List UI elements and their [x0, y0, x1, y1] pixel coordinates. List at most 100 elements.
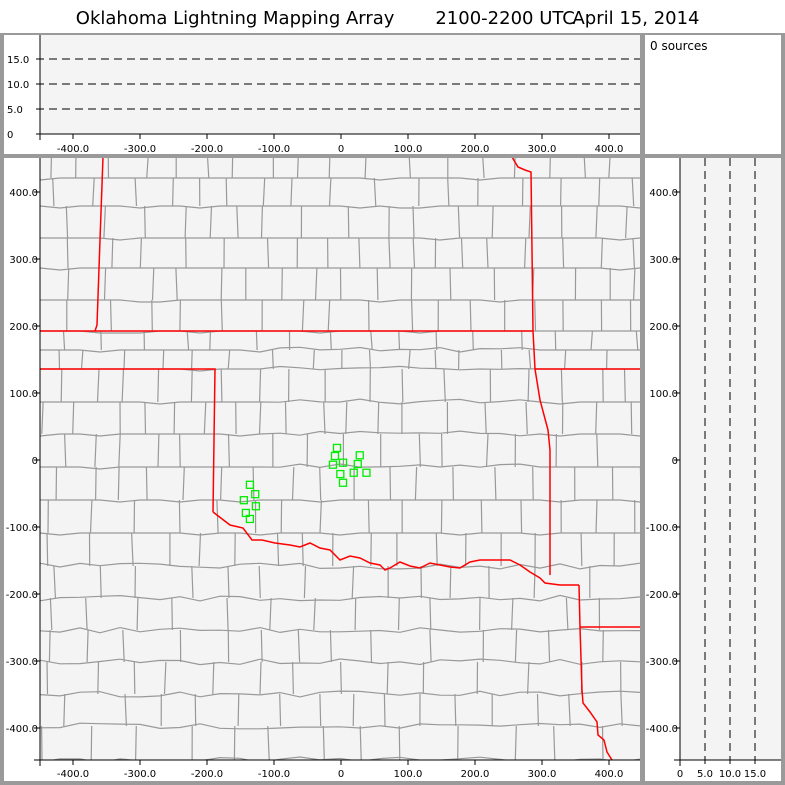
- station-marker: [332, 443, 342, 453]
- county-line: [40, 532, 640, 536]
- county-line: [97, 661, 100, 695]
- county-line: [319, 466, 322, 501]
- county-line: [547, 629, 551, 663]
- county-line: [260, 629, 263, 663]
- county-line: [179, 299, 181, 332]
- county-line: [212, 661, 215, 695]
- county-line: [596, 433, 599, 468]
- y-tick-label: 300.0: [9, 255, 38, 266]
- county-line: [96, 368, 100, 403]
- county-line: [290, 177, 293, 207]
- county-line: [398, 725, 401, 760]
- x-tick-label: 15.0: [744, 769, 766, 780]
- county-line: [568, 693, 571, 727]
- station-marker: [251, 502, 261, 511]
- county-line: [562, 237, 565, 269]
- y-tick-label: 0: [672, 456, 678, 467]
- county-line: [633, 267, 636, 301]
- county-line: [484, 401, 487, 435]
- county-line: [40, 756, 640, 760]
- county-line: [109, 299, 112, 332]
- county-line: [528, 205, 531, 239]
- county-line: [50, 158, 52, 179]
- county-line: [534, 299, 537, 332]
- county-line: [40, 430, 640, 437]
- county-line: [491, 205, 494, 239]
- county-line: [370, 330, 373, 351]
- county-line: [323, 401, 326, 435]
- county-line: [122, 629, 125, 663]
- county-line: [449, 565, 452, 599]
- county-line: [301, 532, 304, 567]
- county-line: [354, 597, 357, 631]
- station-marker: [362, 468, 371, 477]
- county-line: [595, 205, 598, 239]
- county-line: [412, 237, 416, 269]
- county-line: [259, 661, 262, 695]
- county-line: [358, 237, 361, 269]
- title-bar: [0, 0, 785, 33]
- county-line: [368, 349, 372, 370]
- county-line: [319, 693, 322, 727]
- county-line: [117, 466, 120, 501]
- x-tick-label: 0: [677, 769, 683, 780]
- county-line: [53, 565, 56, 599]
- county-line: [408, 349, 411, 370]
- county-line: [220, 267, 223, 301]
- county-line: [486, 237, 489, 269]
- station-marker: [239, 496, 249, 505]
- county-line: [62, 330, 66, 351]
- altitude-panel: 0 5.0 10.0 15.0 400.0 300.0 200.0 100.0 0 -100.0 -…: [645, 158, 781, 781]
- county-line: [258, 401, 262, 435]
- county-line: [281, 267, 283, 301]
- county-line: [284, 401, 287, 435]
- station-marker: [251, 490, 260, 499]
- y-tick-label: 200.0: [649, 322, 678, 333]
- county-line: [48, 629, 51, 663]
- county-line: [90, 725, 93, 760]
- county-line: [157, 433, 160, 468]
- x-tick-label: -400.0: [57, 769, 89, 780]
- county-line: [441, 433, 443, 468]
- county-line: [608, 158, 611, 179]
- county-line: [291, 466, 295, 501]
- county-line: [220, 299, 223, 332]
- county-line: [220, 368, 223, 403]
- x-tick-label: -200.0: [191, 144, 223, 155]
- y-tick-label: 5.0: [7, 105, 23, 116]
- county-line: [40, 690, 640, 698]
- county-line: [303, 565, 307, 599]
- county-line: [482, 158, 485, 179]
- county-line: [103, 267, 107, 301]
- x-tick-label: 0: [338, 769, 344, 780]
- county-line: [625, 205, 628, 239]
- county-line: [494, 466, 497, 501]
- county-line: [95, 466, 97, 501]
- county-line: [454, 693, 457, 727]
- county-line: [511, 597, 514, 631]
- county-line: [171, 597, 173, 631]
- plan-view-map[interactable]: -400.0 -300.0 -200.0 -100.0 0 100.0 200.0 300.0…: [4, 157, 641, 781]
- county-line: [370, 532, 372, 567]
- county-line: [172, 177, 174, 207]
- county-line: [207, 158, 210, 179]
- county-line: [367, 499, 370, 534]
- station-marker: [353, 459, 362, 469]
- county-line: [630, 401, 633, 435]
- county-line: [80, 349, 84, 370]
- county-line: [40, 499, 640, 503]
- county-line: [40, 594, 640, 602]
- county-line: [40, 299, 640, 303]
- county-line: [145, 466, 148, 501]
- x-tick-label: -300.0: [124, 144, 156, 155]
- x-tick-label: 100.0: [394, 769, 423, 780]
- county-line: [194, 693, 197, 727]
- county-line: [198, 532, 202, 567]
- county-line: [40, 562, 640, 570]
- county-line: [209, 330, 211, 351]
- county-line: [598, 177, 601, 207]
- state-boundary: [40, 368, 216, 513]
- county-line: [412, 205, 415, 239]
- county-line: [620, 693, 623, 727]
- county-line: [533, 565, 536, 599]
